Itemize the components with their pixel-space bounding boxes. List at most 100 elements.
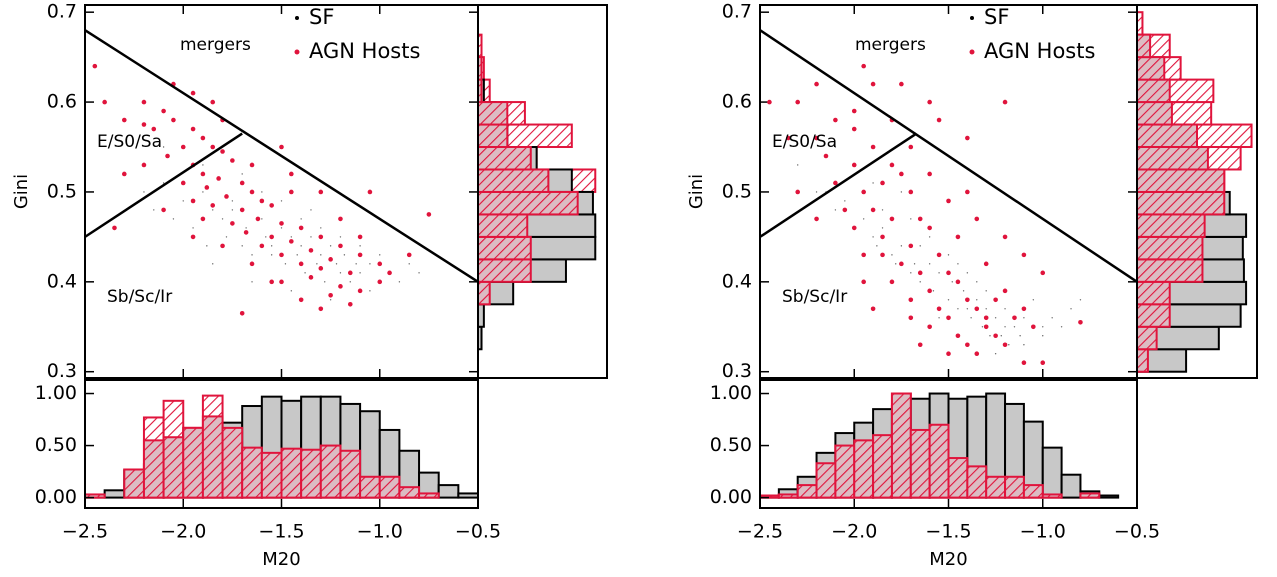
agn-point bbox=[851, 225, 857, 231]
sf-point bbox=[212, 209, 214, 211]
sf-point bbox=[300, 245, 302, 247]
agn-point bbox=[357, 234, 363, 240]
annotation: E/S0/Sa bbox=[772, 132, 837, 152]
sf-point bbox=[202, 191, 204, 193]
histogram-bar bbox=[1041, 446, 1063, 499]
agn-point bbox=[279, 221, 284, 226]
sf-point bbox=[976, 299, 978, 301]
histogram-bar bbox=[182, 426, 204, 499]
histogram-bar bbox=[437, 484, 460, 499]
agn-point bbox=[239, 310, 245, 316]
histogram-bar bbox=[1136, 190, 1226, 216]
x-tick-label: −2.5 bbox=[62, 521, 108, 543]
agn-point bbox=[243, 230, 249, 235]
agn-point bbox=[889, 279, 895, 285]
sf-point bbox=[261, 218, 263, 220]
sf-point bbox=[251, 281, 253, 283]
agn-point bbox=[161, 108, 166, 114]
y-tick-label: 0.3 bbox=[47, 360, 77, 382]
sf-point bbox=[162, 182, 165, 184]
sf-point bbox=[928, 236, 931, 238]
sf-point bbox=[1070, 308, 1072, 310]
agn-point bbox=[230, 158, 235, 163]
agn-point bbox=[279, 279, 284, 285]
agn-point bbox=[269, 279, 274, 285]
agn-point bbox=[974, 306, 980, 312]
histogram-bar bbox=[477, 258, 532, 283]
histogram-bar bbox=[834, 444, 856, 499]
agn-point bbox=[357, 252, 363, 258]
agn-point bbox=[216, 176, 221, 181]
histogram-bar bbox=[162, 436, 185, 499]
legend-marker bbox=[295, 16, 299, 20]
histogram-bar bbox=[1136, 123, 1198, 149]
x-tick-label: −2.5 bbox=[737, 521, 783, 543]
agn-point bbox=[880, 180, 885, 186]
agn-point bbox=[289, 171, 294, 177]
histogram-bar bbox=[1136, 280, 1171, 306]
sf-point bbox=[947, 299, 950, 301]
agn-point bbox=[338, 243, 343, 249]
histogram-bar bbox=[872, 434, 893, 499]
sf-point bbox=[369, 290, 371, 292]
agn-point bbox=[1021, 360, 1027, 366]
histogram-bar bbox=[796, 484, 818, 499]
agn-point bbox=[406, 252, 412, 258]
sf-point bbox=[270, 254, 273, 256]
sf-point bbox=[153, 209, 155, 211]
x-tick-label: −2.0 bbox=[160, 521, 206, 543]
histogram-bar bbox=[1136, 101, 1173, 126]
histogram-bar bbox=[359, 475, 381, 499]
agn-point bbox=[795, 189, 800, 195]
agn-point bbox=[927, 171, 932, 177]
sf-point bbox=[913, 263, 916, 265]
agn-point bbox=[190, 90, 196, 96]
agn-point bbox=[190, 126, 196, 132]
legend-marker bbox=[294, 49, 300, 55]
annotation: E/S0/Sa bbox=[97, 132, 162, 152]
histogram-bar bbox=[947, 457, 969, 499]
agn-point bbox=[870, 144, 876, 150]
sf-point bbox=[296, 254, 298, 256]
agn-point bbox=[367, 189, 373, 195]
sf-point bbox=[359, 245, 361, 247]
sf-point bbox=[310, 209, 312, 211]
agn-point bbox=[279, 144, 284, 150]
agn-point bbox=[259, 243, 265, 249]
histogram-bar bbox=[853, 439, 875, 499]
sf-point bbox=[1008, 344, 1010, 346]
agn-point bbox=[377, 279, 383, 285]
agn-point bbox=[833, 180, 838, 186]
sf-point bbox=[349, 281, 351, 283]
sf-point bbox=[162, 146, 165, 148]
agn-point bbox=[851, 126, 857, 132]
histogram-bar bbox=[966, 465, 988, 499]
agn-point bbox=[767, 99, 772, 105]
histogram-bar bbox=[477, 101, 509, 126]
sf-point bbox=[1004, 308, 1006, 310]
x-tick-label: −2.0 bbox=[831, 521, 877, 543]
agn-point bbox=[249, 189, 255, 195]
agn-point bbox=[899, 81, 904, 87]
x-tick-label: −1.5 bbox=[925, 521, 971, 543]
legend-label: SF bbox=[309, 5, 334, 29]
x-axis-label: M20 bbox=[929, 549, 967, 570]
agn-point bbox=[889, 216, 895, 222]
agn-point bbox=[927, 288, 932, 294]
sf-point bbox=[919, 245, 921, 247]
agn-point bbox=[190, 234, 196, 240]
agn-point bbox=[889, 162, 895, 168]
sf-point bbox=[834, 209, 837, 211]
agn-point bbox=[955, 333, 961, 339]
agn-point bbox=[908, 315, 914, 321]
y-tick-label: 1.00 bbox=[710, 382, 752, 404]
sf-point bbox=[206, 245, 208, 247]
agn-point bbox=[338, 284, 343, 289]
histogram-bar bbox=[477, 168, 550, 193]
agn-point bbox=[946, 351, 951, 357]
sf-point bbox=[241, 173, 243, 175]
sf-point bbox=[339, 236, 342, 238]
sf-point bbox=[1019, 335, 1021, 337]
agn-point bbox=[993, 297, 998, 303]
